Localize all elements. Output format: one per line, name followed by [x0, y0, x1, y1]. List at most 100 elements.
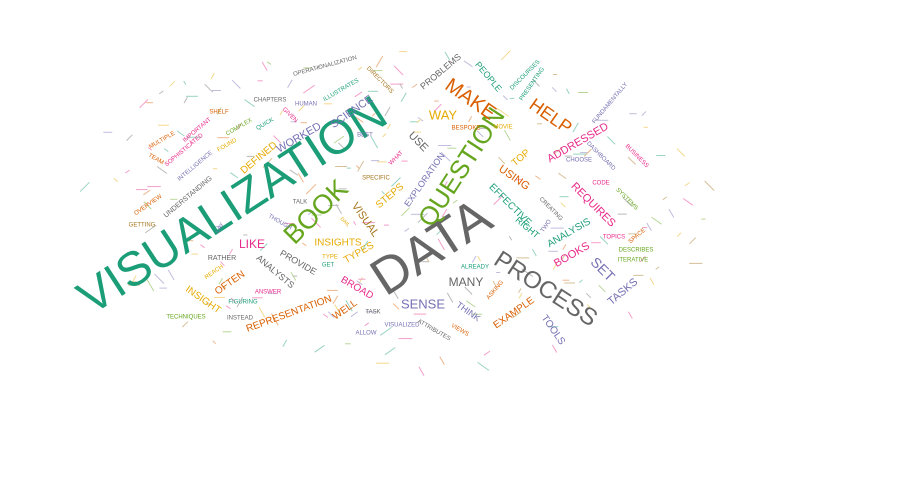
cloud-word-type: TYPE — [322, 255, 338, 261]
cloud-word-task: TASK — [365, 310, 380, 316]
cloud-word-way: WAY — [429, 107, 457, 122]
cloud-word-shelf: SHELF — [209, 110, 229, 116]
filler-mark — [401, 207, 410, 217]
filler-mark — [236, 296, 244, 308]
filler-mark — [273, 135, 282, 144]
filler-mark — [586, 304, 594, 312]
filler-mark — [418, 366, 425, 376]
filler-mark — [334, 304, 341, 315]
cloud-word-dail: DAIL — [339, 216, 351, 228]
filler-mark — [356, 280, 363, 286]
filler-mark — [139, 99, 149, 109]
filler-mark — [156, 166, 168, 174]
filler-mark — [230, 172, 239, 179]
filler-mark — [676, 148, 686, 157]
filler-mark — [417, 212, 428, 224]
filler-mark — [345, 300, 353, 312]
filler-mark — [301, 242, 307, 247]
filler-mark — [552, 344, 558, 353]
filler-mark — [361, 240, 369, 252]
filler-mark — [518, 292, 523, 299]
filler-mark — [364, 322, 370, 327]
filler-mark — [183, 96, 188, 104]
filler-mark — [387, 123, 391, 130]
filler-mark — [354, 91, 363, 98]
filler-mark — [655, 266, 660, 270]
cloud-word-tasks: TASKS — [606, 276, 641, 308]
cloud-word-set: SET — [588, 254, 619, 285]
cloud-word-choose: CHOOSE — [566, 158, 592, 164]
filler-mark — [210, 73, 215, 80]
filler-mark — [503, 129, 511, 141]
filler-mark — [512, 311, 522, 319]
filler-mark — [627, 156, 636, 165]
filler-mark — [154, 273, 165, 284]
cloud-word-allow: ALLOW — [355, 331, 376, 337]
filler-mark — [228, 248, 233, 255]
filler-mark — [599, 236, 609, 245]
cloud-word-fundamentally: FUNDAMENTALLY — [592, 82, 630, 125]
filler-mark — [444, 181, 448, 186]
filler-mark — [437, 238, 445, 250]
cloud-word-movie: MOVIE — [493, 125, 512, 131]
filler-mark — [204, 83, 214, 93]
filler-mark — [358, 277, 364, 285]
filler-mark — [303, 84, 315, 94]
filler-mark — [354, 116, 364, 123]
filler-mark — [440, 151, 451, 162]
filler-mark — [476, 130, 484, 138]
filler-mark — [598, 284, 606, 293]
cloud-word-creating: CREATING — [538, 196, 564, 222]
filler-mark — [307, 210, 314, 216]
filler-mark — [562, 244, 567, 250]
cloud-word-best: BEST — [357, 133, 373, 139]
filler-mark — [143, 189, 151, 196]
filler-mark — [236, 123, 242, 130]
cloud-word-lay: LAY — [215, 222, 226, 234]
filler-mark — [649, 277, 655, 286]
cloud-word-specific: SPECIFIC — [362, 176, 390, 182]
cloud-word-top: TOP — [510, 147, 533, 169]
cloud-word-already: ALREADY — [461, 265, 489, 271]
filler-mark — [551, 86, 557, 93]
cloud-word-asking: ASKING — [486, 280, 505, 301]
cloud-word-what: WHAT — [388, 150, 405, 167]
filler-mark — [337, 142, 347, 151]
cloud-word-help: HELP — [526, 94, 576, 137]
filler-mark — [639, 256, 646, 263]
filler-mark — [261, 61, 268, 71]
filler-mark — [266, 61, 272, 65]
filler-mark — [258, 307, 266, 318]
filler-mark — [335, 203, 343, 215]
filler-mark — [434, 103, 442, 112]
cloud-word-steps: STEPS — [374, 181, 406, 211]
filler-mark — [684, 182, 690, 187]
filler-mark — [579, 279, 583, 284]
filler-mark — [353, 221, 357, 226]
filler-mark — [144, 224, 157, 234]
filler-mark — [262, 157, 273, 168]
cloud-word-quick: QUICK — [256, 117, 275, 132]
filler-mark — [231, 79, 241, 89]
cloud-word-team: TEAM — [147, 153, 164, 167]
filler-mark — [493, 195, 504, 205]
filler-mark — [279, 110, 283, 116]
cloud-word-space: SPACE — [628, 228, 647, 245]
filler-mark — [221, 284, 227, 289]
filler-mark — [392, 303, 400, 310]
cloud-word-views: VIEWS — [450, 323, 470, 338]
filler-marks — [79, 50, 715, 376]
cloud-word-visualized: VISUALIZED — [384, 323, 420, 329]
filler-mark — [322, 313, 329, 318]
filler-mark — [477, 255, 482, 262]
filler-mark — [381, 190, 385, 195]
filler-mark — [314, 344, 325, 353]
filler-mark — [502, 95, 508, 101]
filler-mark — [315, 65, 321, 70]
cloud-word-business: BUSINESS — [624, 144, 650, 170]
filler-mark — [289, 169, 299, 176]
filler-mark — [379, 326, 392, 336]
cloud-word-attributes: ATTRIBUTES — [416, 319, 451, 343]
